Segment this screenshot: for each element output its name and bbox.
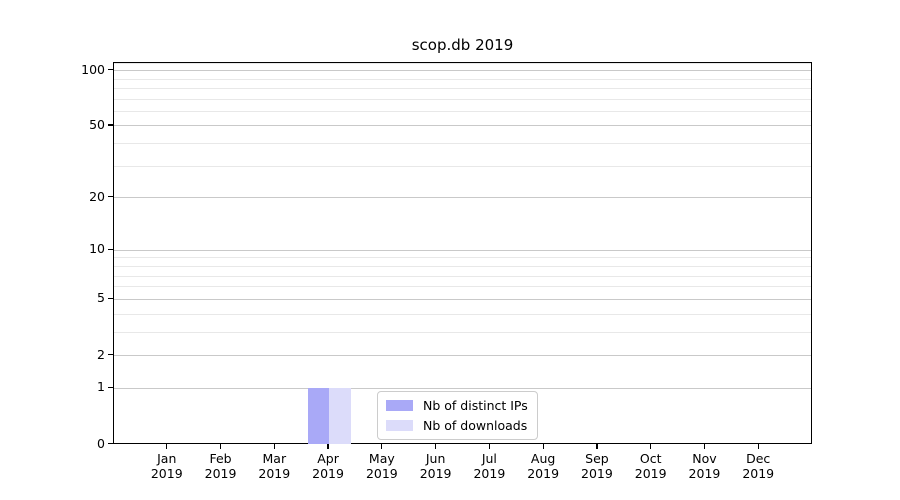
- legend-item: Nb of downloads: [386, 417, 528, 434]
- x-tick-mark: [273, 443, 275, 449]
- plot-area: [113, 62, 812, 445]
- y-gridline-minor: [114, 257, 811, 259]
- legend-label: Nb of distinct IPs: [423, 398, 528, 413]
- x-tick-mark: [703, 443, 706, 449]
- y-tick-mark: [108, 297, 113, 299]
- x-tick-month: Jan: [157, 450, 177, 466]
- x-tick-year: 2019: [688, 466, 721, 481]
- x-tick-label: Jan 2019: [132, 451, 202, 482]
- x-tick-year: 2019: [581, 466, 613, 481]
- y-gridline-major: [114, 355, 811, 356]
- x-tick-month: Apr: [317, 450, 339, 466]
- x-tick-label: Aug 2019: [508, 451, 578, 482]
- x-tick-year: 2019: [258, 466, 291, 481]
- legend-item: Nb of distinct IPs: [386, 397, 528, 414]
- y-gridline-major: [114, 249, 811, 251]
- x-tick-month: Oct: [639, 450, 662, 466]
- x-tick-label: May 2019: [347, 451, 417, 482]
- x-tick-year: 2019: [419, 466, 452, 481]
- x-tick-label: Mar 2019: [239, 451, 309, 482]
- x-tick-label: Feb 2019: [186, 451, 256, 482]
- y-tick-mark: [108, 69, 113, 71]
- x-tick-month: Dec: [746, 450, 771, 466]
- y-tick-mark: [108, 248, 113, 250]
- x-tick-label: Oct 2019: [616, 451, 686, 482]
- y-tick-label: 50: [89, 116, 105, 132]
- x-tick-year: 2019: [742, 466, 775, 481]
- y-gridline-minor: [114, 331, 811, 333]
- y-gridline-minor: [114, 313, 811, 315]
- y-gridline-minor: [114, 88, 811, 90]
- x-tick-month: Feb: [209, 450, 232, 466]
- x-tick-month: Sep: [585, 450, 609, 466]
- y-gridline-minor: [114, 62, 811, 64]
- x-tick-mark: [488, 443, 490, 449]
- y-gridline-major: [114, 197, 811, 199]
- y-gridline-major: [114, 125, 811, 127]
- x-tick-year: 2019: [150, 466, 183, 481]
- x-tick-mark: [596, 443, 598, 449]
- x-tick-mark: [542, 443, 544, 449]
- y-gridline-major: [114, 387, 811, 389]
- y-tick-label: 1: [97, 379, 105, 395]
- x-tick-month: Mar: [262, 450, 287, 466]
- chart-title: scop.db 2019: [411, 36, 514, 54]
- x-tick-label: Jul 2019: [454, 451, 524, 482]
- x-tick-month: May: [368, 450, 395, 466]
- x-tick-label: Sep 2019: [562, 451, 632, 482]
- x-tick-mark: [166, 443, 168, 449]
- y-gridline-minor: [114, 266, 811, 267]
- y-tick-label: 10: [89, 241, 105, 257]
- legend-swatch: [386, 420, 413, 431]
- x-tick-mark: [435, 443, 437, 449]
- y-gridline-minor: [114, 165, 811, 167]
- x-tick-month: Jul: [481, 450, 497, 466]
- y-tick-label: 0: [97, 435, 105, 451]
- legend-label: Nb of downloads: [423, 418, 528, 433]
- y-tick-mark: [108, 353, 113, 356]
- y-gridline-minor: [114, 78, 811, 80]
- x-tick-year: 2019: [473, 466, 506, 481]
- y-tick-label: 2: [97, 346, 105, 362]
- x-tick-mark: [757, 443, 759, 449]
- x-tick-year: 2019: [204, 466, 237, 481]
- x-tick-label: Nov 2019: [669, 451, 739, 482]
- y-gridline-major: [114, 298, 811, 300]
- y-tick-mark: [108, 124, 113, 126]
- y-gridline-minor: [114, 110, 811, 112]
- y-tick-label: 5: [97, 290, 105, 306]
- x-tick-year: 2019: [634, 466, 667, 481]
- x-tick-year: 2019: [312, 466, 344, 481]
- y-gridline-minor: [114, 143, 811, 145]
- bar: [329, 388, 351, 445]
- y-tick-mark: [108, 386, 113, 388]
- x-tick-label: Dec 2019: [723, 451, 793, 482]
- x-tick-month: Jun: [425, 450, 446, 466]
- legend: Nb of distinct IPs Nb of downloads: [377, 391, 538, 440]
- x-tick-mark: [650, 443, 652, 449]
- x-tick-mark: [381, 443, 383, 449]
- x-tick-label: Jun 2019: [401, 451, 471, 482]
- y-gridline-minor: [114, 286, 811, 288]
- y-tick-label: 100: [81, 61, 105, 77]
- y-gridline-minor: [114, 275, 811, 277]
- x-tick-year: 2019: [365, 466, 398, 481]
- legend-swatch: [386, 400, 413, 411]
- x-tick-month: Nov: [692, 450, 717, 466]
- y-tick-mark: [108, 442, 113, 445]
- x-tick-mark: [327, 443, 329, 449]
- x-tick-year: 2019: [527, 466, 560, 481]
- bar: [307, 388, 330, 445]
- y-tick-mark: [108, 196, 113, 198]
- y-tick-label: 20: [89, 188, 105, 204]
- y-gridline-major: [114, 70, 811, 72]
- x-tick-mark: [219, 443, 222, 449]
- x-tick-label: Apr 2019: [293, 451, 363, 482]
- x-tick-month: Aug: [530, 450, 556, 466]
- y-gridline-minor: [114, 98, 811, 100]
